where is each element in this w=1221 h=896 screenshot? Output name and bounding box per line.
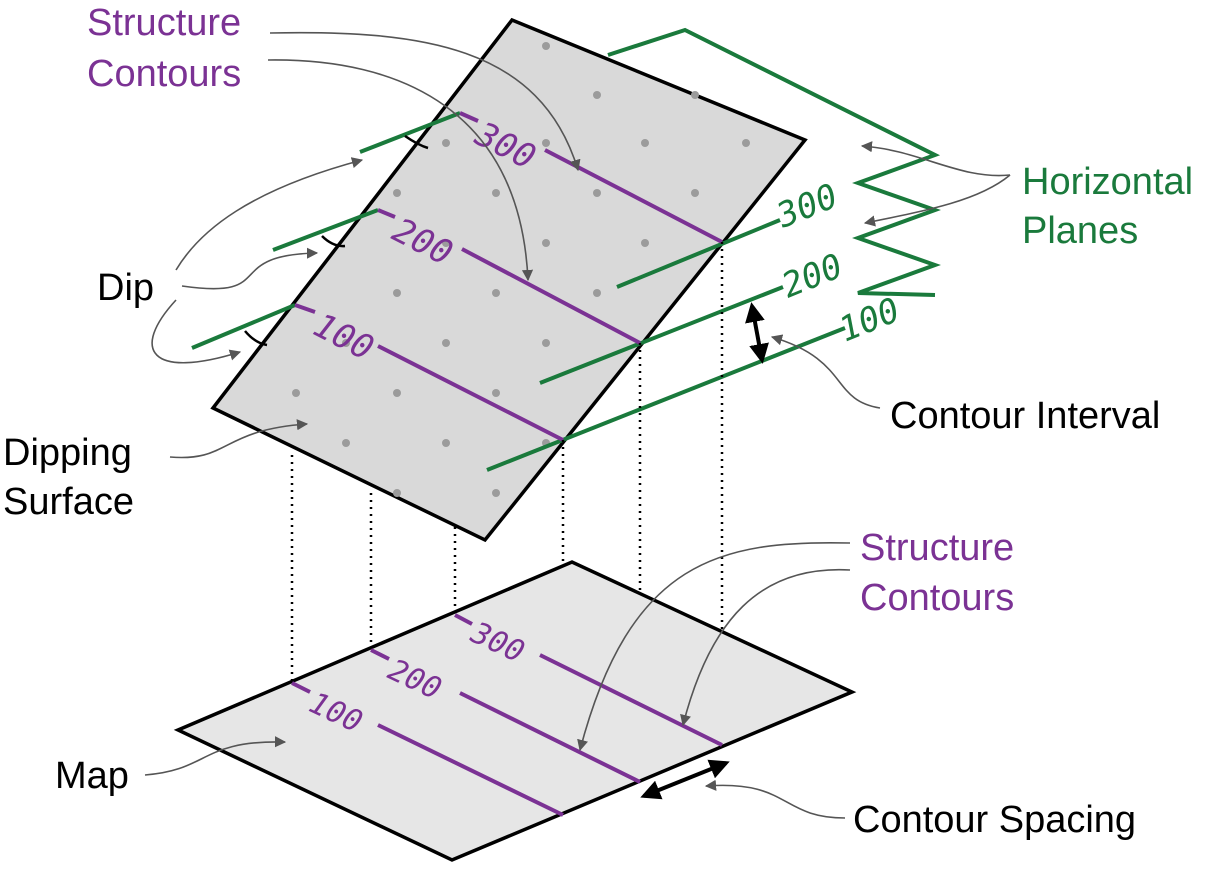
- label-dipping-surface-2: Surface: [3, 481, 134, 523]
- pointer-lines: [144, 31, 1011, 819]
- map-surface: [173, 560, 857, 862]
- label-contour-spacing: Contour Spacing: [853, 799, 1136, 841]
- label-structure-contours-bottom-2: Contours: [860, 577, 1014, 619]
- label-dipping-surface-1: Dipping: [3, 432, 132, 474]
- label-horizontal-planes-1: Horizontal: [1022, 161, 1193, 203]
- surface-dots: [292, 42, 750, 497]
- plane-contour-100: 100: [833, 290, 905, 350]
- label-horizontal-planes-2: Planes: [1022, 210, 1138, 252]
- dipping-surface: [210, 17, 808, 543]
- label-contour-interval: Contour Interval: [890, 395, 1160, 437]
- label-structure-contours-top-1: Structure: [87, 2, 241, 44]
- label-structure-contours-bottom-1: Structure: [860, 527, 1014, 569]
- horizontal-plane-lines: [191, 111, 846, 472]
- map-structure-contours: [291, 613, 723, 817]
- label-map: Map: [55, 755, 129, 797]
- contour-spacing-arrow: [640, 759, 730, 800]
- label-dip: Dip: [97, 267, 154, 309]
- label-structure-contours-top-2: Contours: [87, 53, 241, 95]
- plane-contour-300: 300: [770, 176, 843, 236]
- horizontal-planes-outline: [607, 27, 941, 297]
- dip-angle-arcs: [244, 134, 429, 347]
- plane-contour-200: 200: [776, 246, 848, 306]
- contour-interval-arrow: [745, 302, 769, 364]
